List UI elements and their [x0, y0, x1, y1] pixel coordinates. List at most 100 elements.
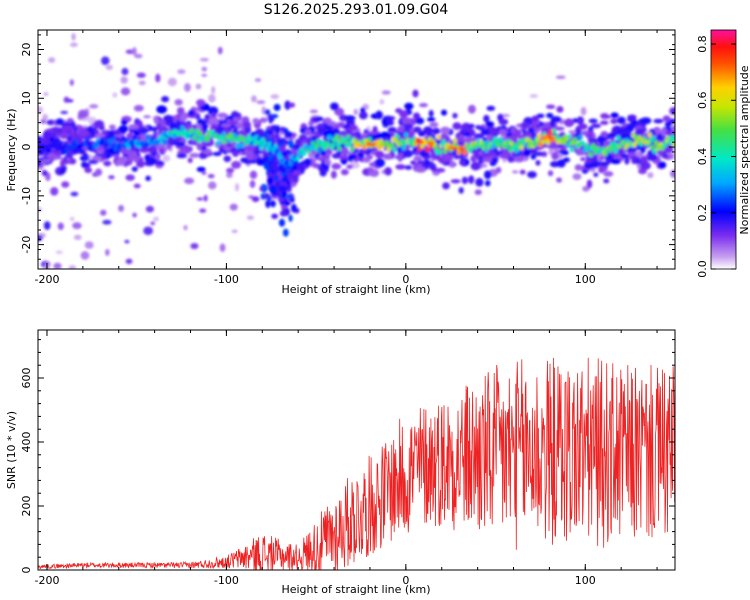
heatmap-cell — [292, 164, 298, 171]
heatmap-cell — [275, 147, 281, 153]
heatmap-cell — [132, 135, 137, 141]
heatmap-cell — [105, 151, 111, 159]
heatmap-cell — [249, 170, 258, 179]
heatmap-cell — [232, 150, 240, 157]
heatmap-cell — [246, 215, 255, 220]
heatmap-cell — [430, 163, 437, 172]
heatmap-cell — [541, 137, 547, 141]
heatmap-cell — [548, 129, 553, 135]
heatmap-cell — [266, 176, 274, 185]
heatmap-cell — [385, 115, 392, 124]
heatmap-cell — [334, 107, 345, 117]
heatmap-cell — [126, 132, 135, 140]
heatmap-cell — [103, 160, 112, 167]
heatmap-cell — [549, 135, 555, 140]
heatmap-cell — [413, 126, 422, 133]
heatmap-cell — [432, 127, 441, 135]
heatmap-cell — [208, 94, 216, 103]
heatmap-cell — [80, 251, 90, 260]
heatmap-cell — [420, 143, 425, 149]
heatmap-cell — [601, 114, 611, 119]
heatmap-cell — [624, 157, 630, 165]
heatmap-cell — [381, 90, 391, 95]
heatmap-cell — [112, 92, 118, 98]
heatmap-cell — [188, 109, 195, 117]
heatmap-cell — [289, 197, 295, 203]
heatmap-cell — [109, 147, 115, 153]
heatmap-cell — [563, 118, 575, 128]
heatmap-cell — [631, 156, 640, 161]
heatmap-cell — [71, 33, 76, 41]
heatmap-cell — [442, 182, 450, 190]
x-tick-label: 0 — [402, 273, 409, 286]
snr-panel: -200 -100 0 100 0 200 400 600 Height of straig… — [5, 329, 676, 596]
heatmap-cell — [196, 197, 204, 201]
heatmap-cell — [48, 57, 56, 63]
heatmap-cell — [475, 177, 484, 187]
heatmap-cell — [535, 159, 541, 166]
heatmap-cell — [556, 105, 564, 113]
heatmap-cell — [169, 121, 177, 131]
heatmap-cell — [288, 214, 293, 222]
heatmap-cell — [212, 151, 222, 156]
heatmap-cell — [107, 138, 112, 144]
heatmap-cell — [259, 186, 264, 191]
heatmap-cell — [593, 172, 599, 178]
heatmap-cell — [653, 140, 659, 146]
heatmap-cell — [331, 163, 342, 170]
heatmap-cell — [294, 160, 299, 166]
heatmap-cell — [256, 159, 266, 166]
heatmap-cell — [449, 160, 455, 168]
heatmap-cell — [348, 153, 358, 160]
heatmap-cell — [175, 141, 186, 147]
heatmap-cell — [437, 149, 443, 155]
heatmap-cell — [367, 167, 374, 172]
heatmap-cell — [84, 241, 94, 249]
heatmap-cell — [94, 168, 103, 177]
heatmap-cell — [588, 151, 593, 158]
colorbar-tick-label: 0.0 — [696, 260, 709, 278]
heatmap-cell — [138, 158, 144, 167]
heatmap-cell — [661, 153, 669, 159]
heatmap-cell — [284, 100, 291, 110]
heatmap-cell — [383, 153, 393, 160]
heatmap-cell — [569, 147, 575, 153]
heatmap-cell — [269, 184, 277, 194]
heatmap-cell — [55, 137, 61, 143]
heatmap-cell — [267, 196, 272, 202]
heatmap-cell — [384, 140, 390, 146]
heatmap-cell — [180, 112, 188, 121]
heatmap-cell — [284, 131, 293, 138]
heatmap-cell — [201, 145, 207, 151]
heatmap-cell — [398, 110, 409, 118]
heatmap-cell — [597, 136, 607, 143]
heatmap-cell — [215, 140, 220, 147]
spectrogram-x-ticks: -200 -100 0 100 — [34, 30, 658, 286]
heatmap-cell — [344, 115, 356, 121]
heatmap-cell — [415, 166, 427, 173]
heatmap-cell — [287, 164, 292, 171]
heatmap-cell — [578, 134, 583, 140]
heatmap-cell — [640, 155, 647, 164]
heatmap-cell — [591, 155, 598, 164]
heatmap-cell — [145, 175, 151, 182]
heatmap-cell — [349, 146, 355, 152]
heatmap-cell — [133, 183, 141, 189]
heatmap-cell — [69, 216, 75, 222]
snr-series-line — [38, 357, 675, 570]
heatmap-cell — [235, 143, 240, 149]
heatmap-cell — [646, 154, 658, 161]
x-tick-label: 0 — [402, 574, 409, 587]
heatmap-cell — [474, 189, 482, 195]
heatmap-cell — [295, 155, 301, 161]
heatmap-cell — [345, 119, 356, 126]
heatmap-cell — [397, 147, 403, 154]
heatmap-cell — [664, 147, 672, 153]
heatmap-cell — [324, 159, 332, 165]
heatmap-cell — [232, 117, 239, 123]
heatmap-cell — [473, 149, 480, 159]
heatmap-cell — [557, 159, 566, 168]
heatmap-cell — [382, 123, 389, 128]
heatmap-cell — [184, 83, 191, 92]
colorbar-gradient — [711, 30, 736, 269]
